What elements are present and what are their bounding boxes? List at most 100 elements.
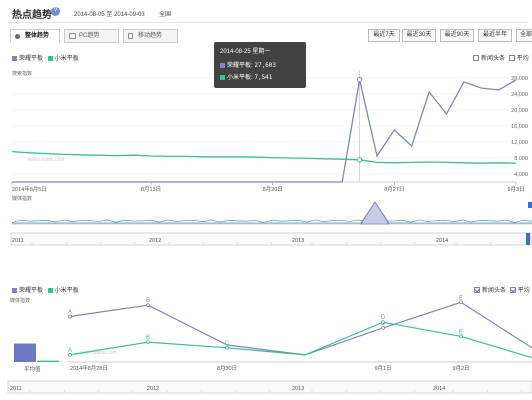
range-30d-button[interactable]: 最近30天	[402, 29, 436, 42]
tab-label: 移动趋势	[138, 33, 163, 39]
flag-marker	[528, 202, 532, 208]
tab-label: 整体趋势	[25, 33, 50, 39]
range-all-button[interactable]: 全部	[516, 29, 532, 42]
date-separator: 至	[106, 12, 113, 18]
question-icon[interactable]: ?	[51, 7, 60, 16]
data-point	[68, 314, 72, 319]
media-spike-honor	[360, 201, 390, 225]
tab-mobile[interactable]: 移动趋势	[123, 29, 178, 43]
hover-point	[356, 157, 363, 163]
monitor-icon	[69, 33, 76, 39]
date-range[interactable]: 2014-08-05 至 2014-09-03	[74, 9, 145, 18]
average-bar-honor	[14, 343, 36, 362]
checkbox[interactable]	[474, 287, 480, 294]
tooltip-value: 7,541	[254, 74, 273, 81]
timeline-handle	[526, 233, 530, 245]
range-90d-button[interactable]: 最近90天	[440, 29, 474, 42]
media-index-label-2: 媒体指数	[10, 298, 31, 304]
y-tick-labels: 4,000 8,000 12,000 16,000 20,000 24,000 28,000	[511, 76, 528, 178]
option-label: 平均	[517, 288, 530, 294]
range-half-year-button[interactable]: 最近半年	[478, 29, 512, 42]
header-divider	[8, 22, 528, 23]
average-bar-xiaomi	[37, 360, 59, 362]
legend-item-honor[interactable]: 荣耀平板	[12, 55, 43, 62]
point-label: C	[225, 341, 230, 347]
timeline-navigator[interactable]: 2011 2012 2013 2014	[10, 232, 532, 248]
data-point	[146, 340, 150, 344]
x-tick-label: 9月2日	[452, 365, 469, 372]
x-tick-label: 9月1日	[374, 365, 391, 372]
news-headline-toggle[interactable]: 新闻头条	[473, 55, 506, 62]
bottom-legend: 荣耀平板 小米平板	[12, 285, 79, 294]
legend-item-xiaomi[interactable]: 小米平板	[47, 287, 79, 294]
checkbox[interactable]	[509, 287, 516, 294]
timeline-year-label: 2012	[149, 238, 161, 244]
hover-point	[356, 76, 363, 83]
tooltip-series: 荣耀平板:	[227, 63, 253, 69]
watermark: index.baidu.com	[28, 157, 64, 163]
tab-pc[interactable]: PC趋势	[64, 29, 119, 43]
top-options: 新闻头条 平均	[473, 53, 529, 62]
point-label: A	[68, 309, 72, 315]
x-tick-label: 8月27日	[384, 186, 404, 193]
y-tick-label: 4,000	[514, 172, 528, 178]
page-title: 热点趋势	[12, 10, 52, 21]
point-label: E	[459, 295, 463, 301]
data-point	[146, 303, 150, 308]
tooltip-row-honor: 荣耀平板: 27,603	[220, 60, 300, 69]
legend-label: 小米平板	[54, 288, 79, 294]
tooltip-value: 27,603	[254, 62, 277, 69]
x-tick-label: 8月20日	[263, 186, 283, 193]
media-series-honor	[12, 201, 532, 224]
timeline-track	[10, 232, 532, 246]
timeline-year-label: 2012	[147, 386, 159, 392]
series-line-小米平板	[11, 150, 517, 164]
search-index-chart[interactable]: 4,000 8,000 12,000 16,000 20,000 24,000 28,000…	[0, 60, 532, 260]
bottom-options: 新闻头条 平均	[474, 285, 530, 294]
tooltip-swatch	[220, 62, 225, 68]
data-point	[225, 345, 229, 350]
x-tick-labels: 2014年8月5日 8月13日 8月20日 8月27日 9月3日	[11, 182, 525, 193]
media-index-chart[interactable]	[0, 200, 532, 230]
x-tick-label: 2014年8月28日	[70, 364, 108, 372]
timeline-year-label: 2011	[12, 238, 24, 244]
tooltip-date: 2014-08-25 星期一	[220, 49, 271, 55]
timeline-year-label: 2014	[433, 386, 445, 392]
option-label: 新闻头条	[481, 56, 506, 62]
y-tick-label: 28,000	[511, 76, 528, 82]
checkbox[interactable]	[508, 55, 515, 62]
point-label: E	[459, 329, 463, 335]
news-headline-toggle[interactable]: 新闻头条	[474, 287, 506, 294]
average-toggle[interactable]: 平均	[508, 55, 529, 62]
legend-item-xiaomi[interactable]: 小米平板	[47, 55, 79, 62]
media-series-xiaomi	[11, 219, 532, 223]
date-start: 2014-08-05	[74, 12, 105, 18]
legend-item-honor[interactable]: 荣耀平板	[12, 287, 43, 294]
top-legend: 荣耀平板 小米平板	[12, 53, 79, 62]
tab-label: PC趋势	[79, 33, 100, 39]
data-point	[381, 325, 385, 330]
option-label: 平均	[516, 56, 529, 62]
x-tick-label: 8月13日	[141, 186, 161, 193]
average-label: 平均值	[24, 365, 41, 373]
data-point	[459, 300, 463, 305]
overall-icon	[15, 34, 20, 39]
timeline-year-label: 2013	[292, 238, 304, 244]
series-line-荣耀平板	[12, 79, 517, 183]
watermark: index.baidu.com	[80, 350, 116, 356]
timeline-year-label: 2013	[292, 386, 304, 392]
point-label: A	[68, 348, 72, 354]
y-tick-label: 24,000	[511, 92, 528, 98]
region-selector[interactable]: 全国	[159, 12, 172, 18]
y-tick-label: 8,000	[514, 156, 528, 162]
checkbox[interactable]	[473, 55, 479, 62]
tab-overall[interactable]: 整体趋势	[10, 29, 60, 43]
media-detail-chart[interactable]: index.baidu.com平均值ABDEABCDE2014年8月28日8月3…	[0, 290, 532, 380]
range-7d-button[interactable]: 最近7天	[368, 29, 400, 42]
point-label: B	[146, 298, 150, 304]
y-tick-label: 16,000	[511, 124, 528, 130]
timeline-navigator-2[interactable]: 2011 2012 2013 2014	[0, 380, 532, 398]
average-toggle[interactable]: 平均	[509, 287, 530, 294]
y-tick-label: 20,000	[511, 108, 528, 114]
point-label: B	[146, 335, 150, 341]
